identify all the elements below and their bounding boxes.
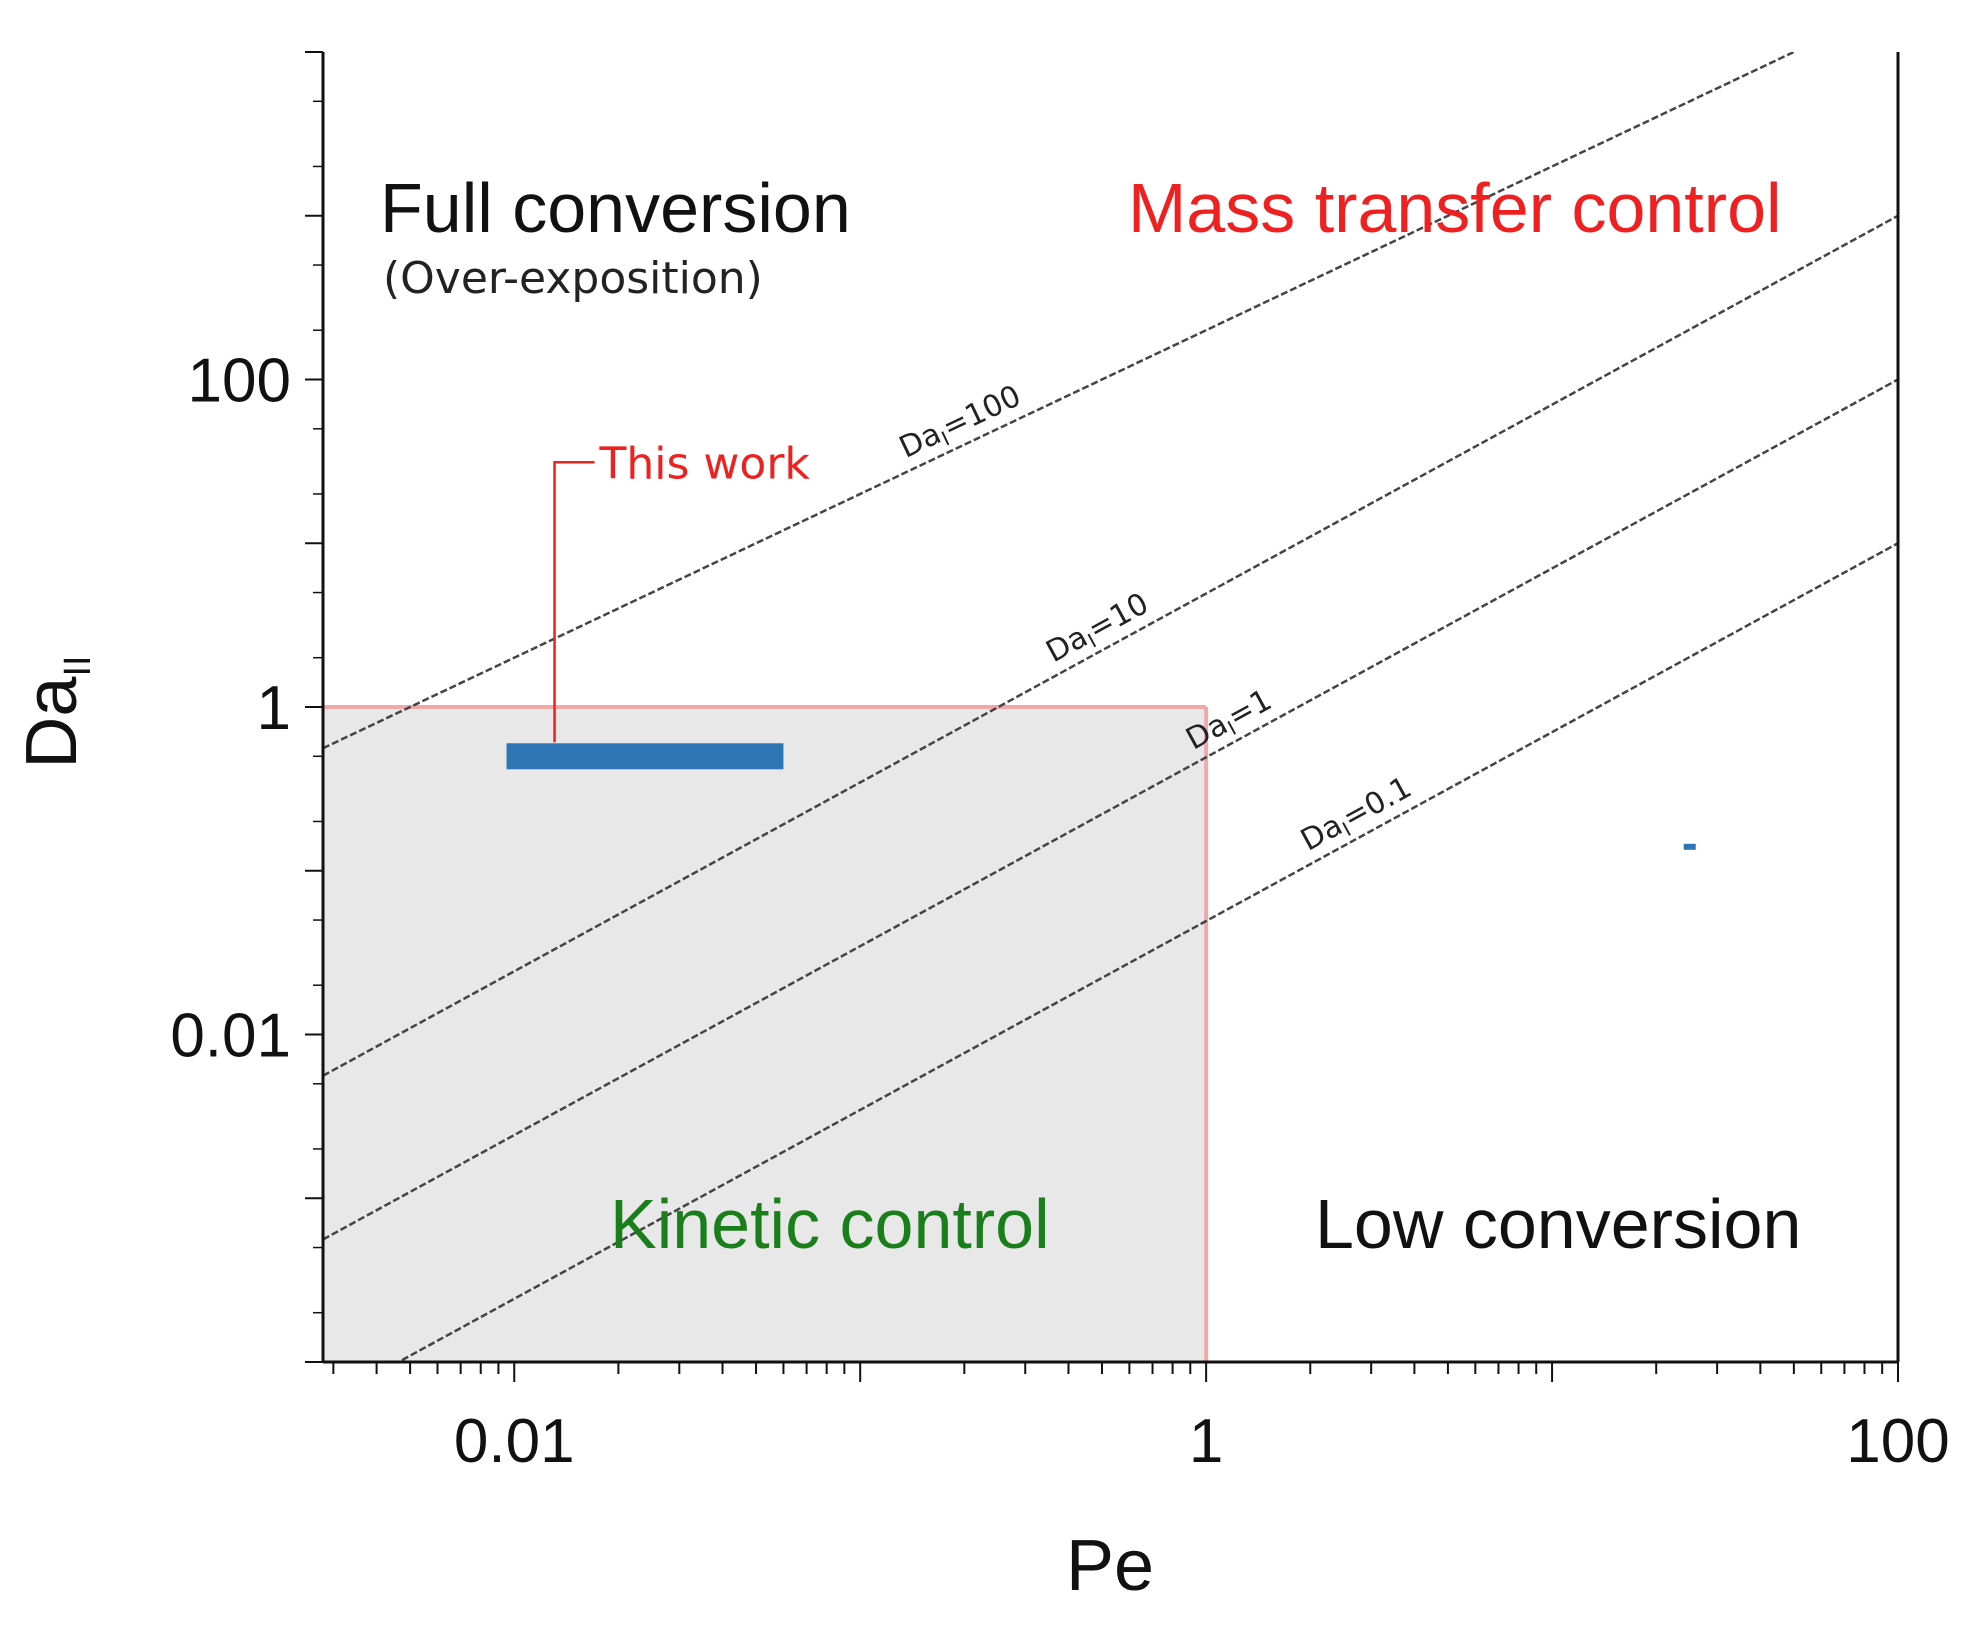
kinetic-region-layer bbox=[323, 705, 1209, 1362]
series-label-rest-0: =100 bbox=[937, 378, 1026, 445]
series-label-3: DaI=0.1 bbox=[1295, 770, 1419, 861]
series-line-1 bbox=[323, 214, 1898, 1077]
x-axis-title: Pe bbox=[1066, 1526, 1154, 1606]
series-label-1: DaI=10 bbox=[1040, 586, 1155, 672]
this-work-bar bbox=[506, 743, 784, 770]
series-line-3 bbox=[395, 542, 1898, 1362]
x-tick-label-2: 100 bbox=[1846, 1407, 1949, 1476]
y-tick-label-1: 1 bbox=[257, 674, 291, 743]
series-label-2: DaI=1 bbox=[1180, 683, 1279, 760]
series-label-main-3: Da bbox=[1295, 808, 1348, 859]
small-marker bbox=[1683, 843, 1696, 850]
this-work-label: This work bbox=[599, 438, 811, 489]
region-full-sublabel: (Over-exposition) bbox=[383, 253, 763, 304]
series-label-main-0: Da bbox=[894, 416, 946, 465]
series-line-0 bbox=[323, 52, 1797, 750]
marks-layer: This work bbox=[506, 438, 1696, 850]
region-full-label: Full conversion bbox=[380, 169, 851, 247]
series-label-main-1: Da bbox=[1040, 619, 1093, 670]
series-label-rest-1: =10 bbox=[1082, 586, 1154, 647]
x-tick-label-1: 1 bbox=[1189, 1407, 1223, 1476]
x-tick-label-0: 0.01 bbox=[454, 1407, 575, 1476]
this-work-leader bbox=[553, 461, 595, 743]
y-axis-title: DaII bbox=[12, 655, 99, 768]
kinetic-region bbox=[323, 707, 1207, 1362]
series-label-rest-3: =0.1 bbox=[1337, 770, 1418, 836]
region-low-label: Low conversion bbox=[1315, 1185, 1801, 1263]
y-tick-label-2: 100 bbox=[188, 347, 291, 416]
da-lines-layer bbox=[323, 52, 1898, 1362]
y-axis-title-main: Da bbox=[12, 676, 92, 769]
y-tick-label-0: 0.01 bbox=[170, 1002, 291, 1071]
y-axis-title-sub: II bbox=[57, 655, 99, 676]
series-label-0: DaI=100 bbox=[894, 378, 1028, 468]
region-kinetic-label: Kinetic control bbox=[610, 1185, 1050, 1263]
series-line-2 bbox=[323, 378, 1898, 1241]
region-mass-label: Mass transfer control bbox=[1128, 169, 1782, 247]
